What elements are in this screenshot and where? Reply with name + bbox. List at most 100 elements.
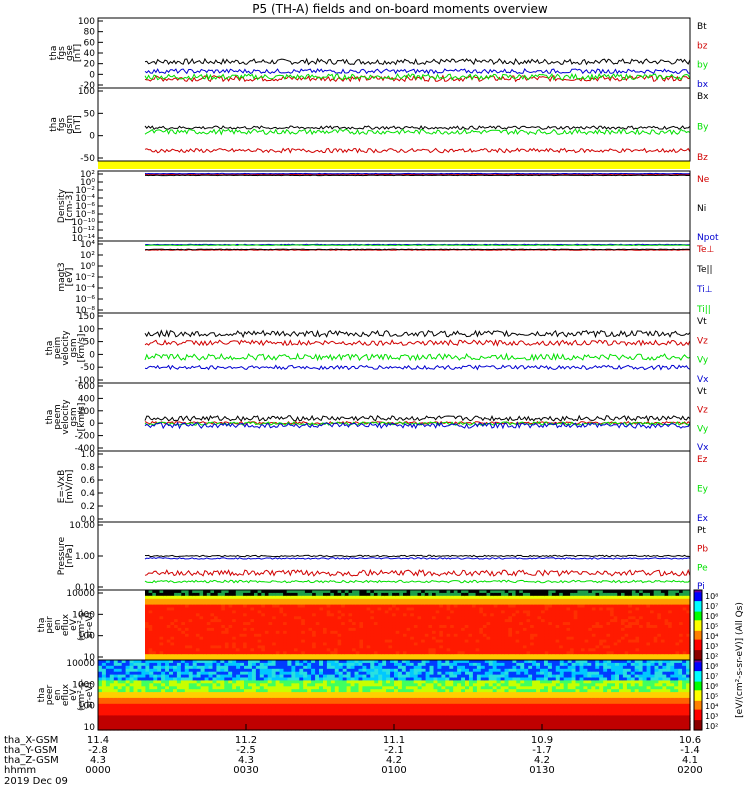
- peir-spectrogram-cell: [279, 642, 284, 646]
- peer-spectrogram-cell: [169, 665, 174, 670]
- peir-spectrogram-cell: [537, 592, 542, 597]
- peir-spectrogram-cell: [337, 639, 342, 644]
- peir-spectrogram-cell: [352, 601, 357, 606]
- peir-spectrogram-cell: [610, 598, 615, 603]
- peir-spectrogram-cell: [424, 616, 429, 620]
- peir-spectrogram-cell: [308, 645, 313, 649]
- peir-spectrogram-cell: [442, 590, 448, 594]
- peir-spectrogram-cell: [243, 633, 248, 638]
- peir-spectrogram-cell: [214, 657, 219, 661]
- peir-spectrogram-cell: [428, 630, 433, 635]
- peir-spectrogram-cell: [381, 642, 386, 646]
- peir-spectrogram-cell: [352, 636, 357, 641]
- peir-spectrogram-cell: [297, 657, 302, 661]
- peir-spectrogram-cell: [570, 651, 575, 655]
- peir-spectrogram-cell: [544, 590, 549, 594]
- peem-velocity-panel: thapeemvelocitygsm[km/s]6004002000-200-4…: [45, 382, 709, 454]
- peir-spectrogram-cell: [526, 636, 531, 641]
- density-ytick-label: 10⁻¹⁰: [72, 218, 96, 228]
- peer-spectrogram-cell: [263, 689, 269, 693]
- peir-spectrogram-cell: [515, 610, 520, 614]
- peir-spectrogram-cell: [602, 619, 607, 623]
- peer-spectrogram-cell: [200, 715, 206, 719]
- peir-spectrogram-cell: [664, 616, 669, 620]
- peir-spectrogram-cell: [254, 595, 259, 600]
- peir-spectrogram-cell: [581, 657, 586, 661]
- peer-spectrogram-cell: [98, 724, 103, 728]
- peir-spectrogram-cell: [323, 645, 328, 649]
- peir-spectrogram-cell: [508, 619, 513, 623]
- peir-spectrogram-cell: [472, 654, 477, 658]
- peir-spectrogram-cell: [148, 651, 153, 655]
- peir-spectrogram-cell: [584, 657, 589, 661]
- peir-spectrogram-cell: [283, 654, 288, 658]
- peer-spectrogram-cell: [98, 706, 103, 711]
- peer-spectrogram-cell: [244, 680, 249, 684]
- peer-spectrogram-cell: [204, 709, 210, 714]
- peir-spectrogram-cell: [199, 616, 204, 620]
- peer-spectrogram-cell: [141, 686, 146, 690]
- peir-spectrogram-cell: [188, 633, 193, 638]
- peir-spectrogram-cell: [621, 630, 626, 635]
- peir-spectrogram-cell: [606, 604, 611, 609]
- peir-spectrogram-cell: [657, 592, 662, 597]
- peir-spectrogram-cell: [541, 592, 546, 597]
- peir-spectrogram-cell: [504, 636, 509, 641]
- peir-spectrogram-cell: [591, 592, 597, 597]
- peir-spectrogram-cell: [232, 590, 237, 594]
- peir-spectrogram-cell: [384, 601, 389, 606]
- peir-spectrogram-cell: [297, 648, 302, 652]
- peir-spectrogram-cell: [522, 651, 528, 655]
- peer-spectrogram-cell: [153, 662, 158, 667]
- peir-spectrogram-cell: [664, 595, 669, 600]
- peir-spectrogram-cell: [254, 619, 259, 623]
- peir-spectrogram-cell: [555, 616, 560, 620]
- peir-spectrogram-cell: [450, 610, 455, 614]
- peir-spectrogram-cell: [664, 619, 669, 623]
- peir-spectrogram-cell: [410, 642, 415, 646]
- peer-spectrogram-cell: [188, 700, 194, 705]
- peer-spectrogram-cell: [180, 721, 186, 725]
- peir-spectrogram-cell: [366, 622, 371, 626]
- peir-spectrogram-cell: [424, 613, 429, 617]
- peer-spectrogram-cell: [248, 665, 253, 670]
- peir-spectrogram-cell: [439, 657, 444, 661]
- peir-spectrogram-cell: [657, 610, 662, 614]
- peer-spectrogram-cell: [244, 697, 249, 702]
- peir-spectrogram-cell: [170, 613, 175, 617]
- peer-spectrogram-cell: [137, 712, 142, 716]
- temperature-legend-Te||: Te||: [696, 265, 713, 275]
- peer-spectrogram-cell: [236, 689, 241, 693]
- peir-spectrogram-cell: [671, 622, 676, 626]
- peir-spectrogram-cell: [602, 595, 607, 600]
- peir-spectrogram-cell: [551, 654, 557, 658]
- peir-spectrogram-cell: [588, 601, 593, 606]
- peir-spectrogram-cell: [359, 616, 364, 620]
- peer-spectrogram-cell: [240, 683, 245, 687]
- peir-spectrogram-cell: [246, 636, 251, 641]
- peir-spectrogram-cell: [490, 592, 495, 597]
- peer-spectrogram-cell: [98, 668, 103, 673]
- peir-spectrogram-cell: [228, 630, 233, 635]
- peir-spectrogram-cell: [453, 645, 458, 649]
- peir-spectrogram-cell: [155, 633, 161, 638]
- peir-spectrogram-cell: [472, 645, 477, 649]
- peir-spectrogram-cell: [646, 639, 651, 644]
- peir-spectrogram-cell: [290, 654, 295, 658]
- peir-spectrogram-cell: [631, 648, 637, 652]
- peir-spectrogram-cell: [599, 651, 604, 655]
- peir-spectrogram-cell: [501, 613, 506, 617]
- peir-spectrogram-cell: [199, 648, 204, 652]
- peer-spectrogram-cell: [141, 703, 146, 708]
- peir-spectrogram-cell: [424, 651, 429, 655]
- peir-spectrogram-cell: [566, 613, 571, 617]
- peir-spectrogram-cell: [639, 592, 644, 597]
- peer-spectrogram-cell: [259, 677, 265, 681]
- peir-spectrogram-cell: [551, 604, 557, 609]
- peir-spectrogram-ytick-label: 10000: [66, 589, 95, 599]
- peer-spectrogram-cell: [149, 671, 154, 676]
- peir-spectrogram-cell: [522, 607, 528, 611]
- peir-spectrogram-cell: [417, 639, 422, 644]
- peir-spectrogram-cell: [570, 633, 575, 638]
- peir-spectrogram-cell: [224, 592, 230, 597]
